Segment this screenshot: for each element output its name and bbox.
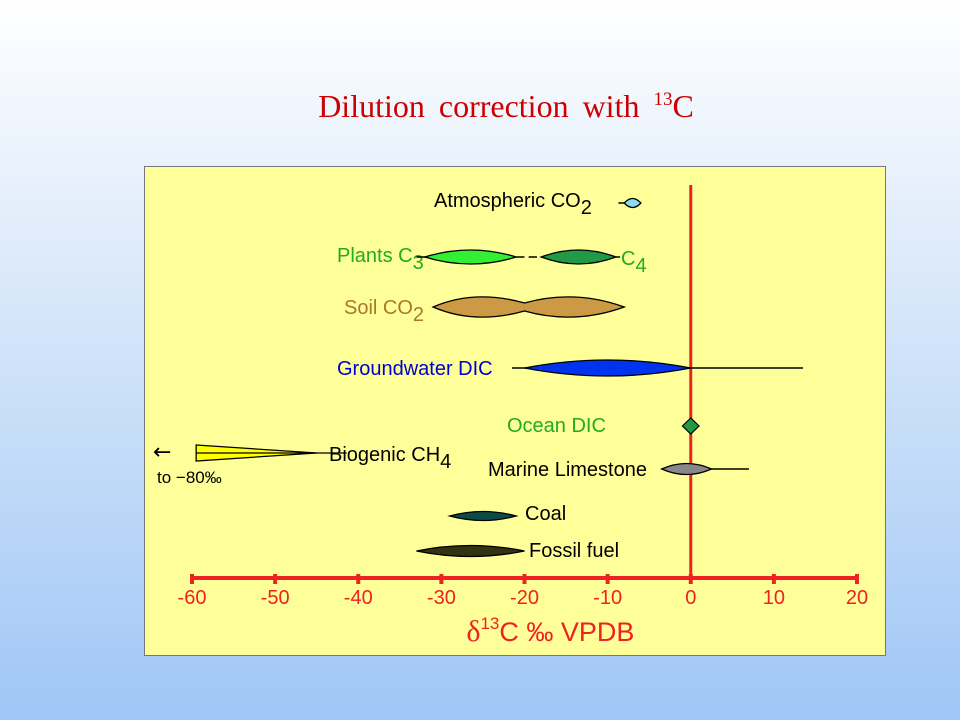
shape-coal xyxy=(447,510,519,522)
x-tick-label: 10 xyxy=(763,587,785,609)
label-plants-c3: Plants C3 xyxy=(337,245,424,274)
x-axis-label: δ13C ‰ VPDB xyxy=(466,614,634,648)
x-tick-label: -30 xyxy=(427,587,456,609)
shape-marine-limestone xyxy=(660,462,714,476)
chart-panel: -60 -50 -40 -30 -20 -10 0 10 20 δ13C ‰ VPDB Atmosp… xyxy=(144,166,886,656)
shape-plants-c3 xyxy=(422,249,519,265)
label-marine-limestone: Marine Limestone xyxy=(488,459,647,481)
page-title: Dilution correction with 13C xyxy=(0,88,960,125)
label-ocean-dic: Ocean DIC xyxy=(507,415,606,437)
label-atmospheric-co2: Atmospheric CO2 xyxy=(434,190,592,219)
label-plants-c4: C4 xyxy=(621,248,647,277)
label-biogenic-ch4: Biogenic CH4 xyxy=(329,444,451,473)
x-tick-label: -60 xyxy=(178,587,207,609)
x-tick-label: -40 xyxy=(344,587,373,609)
shape-ocean-dic xyxy=(681,417,700,435)
title-superscript: 13 xyxy=(653,89,673,110)
title-tail: C xyxy=(672,88,694,124)
shape-fossil-fuel xyxy=(416,544,525,558)
shape-plants-c4 xyxy=(539,249,618,265)
arrow-left-icon: ← xyxy=(153,440,171,465)
x-tick-label: 0 xyxy=(685,587,696,609)
shape-groundwater-dic xyxy=(524,359,691,377)
x-tick-label: -50 xyxy=(261,587,290,609)
shape-atmospheric-co2 xyxy=(623,197,642,209)
x-tick-label: -10 xyxy=(593,587,622,609)
label-coal: Coal xyxy=(525,503,566,525)
label-soil-co2: Soil CO2 xyxy=(344,297,424,326)
label-biogenic-note: to −80‰ xyxy=(157,468,222,487)
x-tick-label: -20 xyxy=(510,587,539,609)
x-tick-label: 20 xyxy=(846,587,868,609)
label-fossil-fuel: Fossil fuel xyxy=(529,540,619,562)
shape-soil-co2 xyxy=(431,296,627,318)
label-groundwater-dic: Groundwater DIC xyxy=(337,358,493,380)
title-text: Dilution correction with xyxy=(318,88,654,124)
isotope-chart: -60 -50 -40 -30 -20 -10 0 10 20 δ13C ‰ VPDB Atmosp… xyxy=(153,185,868,648)
